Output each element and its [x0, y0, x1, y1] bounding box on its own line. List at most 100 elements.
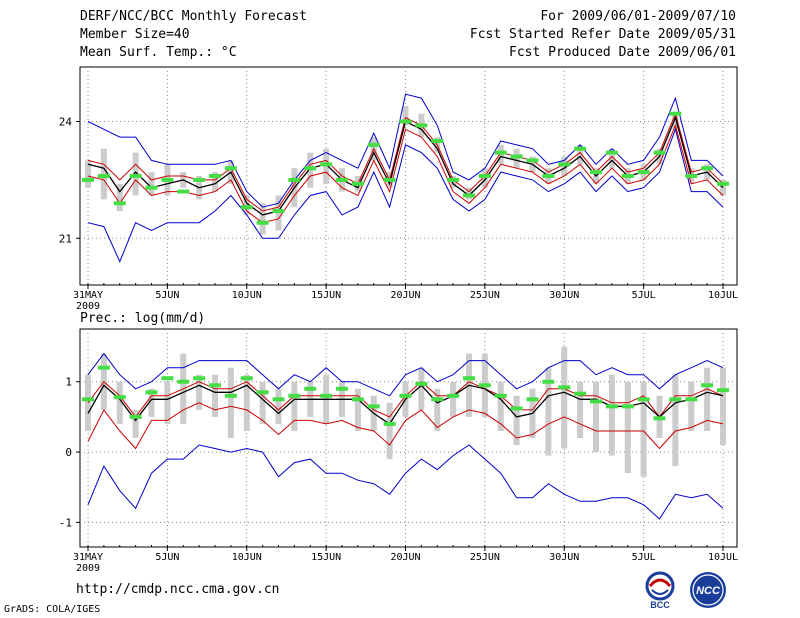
prec-spread-bar	[704, 367, 711, 431]
temp-obs-marker	[399, 119, 412, 124]
temp-obs-marker	[320, 162, 333, 167]
prec-obs-marker	[193, 376, 206, 381]
temp-xtick-label: 25JUN	[470, 290, 500, 301]
prec-obs-marker	[129, 414, 142, 419]
temp-obs-marker	[653, 150, 666, 155]
prec-spread-bar	[354, 388, 361, 431]
temp-spread-bar	[85, 160, 91, 188]
temp-ytick-label: 24	[59, 116, 73, 129]
prec-obs-marker	[558, 385, 571, 390]
prec-xtick-label: 5JUN	[155, 552, 179, 563]
temp-obs-marker	[542, 174, 555, 178]
temp-line-p10	[87, 123, 724, 224]
prec-obs-marker	[510, 406, 523, 411]
prec-xtick-label: 5JUL	[632, 552, 656, 563]
product-title: DERF/NCC/BCC Monthly Forecast	[80, 9, 307, 24]
temp-spread-bar	[148, 172, 155, 196]
prec-obs-marker	[256, 390, 269, 395]
temp-obs-marker	[478, 174, 491, 178]
prec-obs-marker	[399, 393, 412, 398]
temp-obs-marker	[685, 174, 698, 178]
prec-xtick-label: 10JUN	[232, 552, 262, 563]
website-link[interactable]: http://cmdp.ncc.cma.gov.cn	[76, 582, 280, 597]
temp-ytick-label: 21	[59, 232, 72, 245]
prec-panel-title: Prec.: log(mm/d)	[80, 311, 205, 326]
temp-obs-marker	[336, 177, 348, 182]
temp-line-min	[87, 127, 724, 263]
prec-obs-marker	[494, 393, 507, 398]
temp-obs-marker	[463, 193, 475, 198]
temp-obs-marker	[272, 209, 285, 214]
prec-obs-marker	[685, 397, 698, 402]
prec-obs-marker	[367, 404, 380, 409]
prec-spread-bar	[608, 374, 615, 456]
temp-xtick-label: 10JUN	[232, 290, 262, 301]
temp-obs-marker	[288, 177, 301, 182]
temp-obs-marker	[367, 142, 380, 147]
temp-xtick-label: 15JUN	[311, 290, 341, 301]
prec-line-min	[87, 444, 724, 520]
prec-xtick-label: 25JUN	[470, 552, 500, 563]
prec-obs-marker	[209, 383, 221, 388]
prec-obs-marker	[542, 379, 555, 384]
prec-spread-bar	[196, 374, 203, 410]
prec-spread-bar	[561, 346, 568, 449]
prec-obs-marker	[97, 365, 110, 370]
prec-spread-bar	[545, 367, 552, 456]
prec-spread-bar	[688, 381, 695, 431]
grads-credit: GrADS: COLA/IGES	[4, 604, 101, 615]
temp-obs-marker	[574, 146, 587, 151]
prec-spread-bar	[434, 388, 441, 431]
prec-obs-marker	[621, 404, 634, 409]
temp-obs-marker	[113, 201, 126, 206]
temp-obs-marker	[161, 177, 174, 182]
temp-obs-marker	[224, 166, 237, 171]
prec-spread-bar	[148, 388, 155, 417]
prec-spread-bar	[672, 374, 679, 467]
prec-spread-bar	[624, 381, 631, 474]
prec-line-max	[87, 352, 724, 397]
temp-xtick-label: 30JUN	[549, 290, 579, 301]
header-right: For 2009/06/01-2009/07/10 Fcst Started R…	[470, 8, 736, 62]
prec-xtick-year: 2009	[76, 563, 100, 574]
prec-xtick-label: 31MAY	[73, 552, 103, 563]
temp-obs-marker	[304, 166, 317, 171]
prec-obs-marker	[463, 376, 475, 381]
temp-obs-marker	[590, 170, 602, 175]
prec-xtick-label: 30JUN	[549, 552, 579, 563]
temp-obs-marker	[526, 158, 539, 163]
temp-obs-marker	[431, 138, 444, 143]
prec-obs-marker	[113, 395, 126, 400]
prec-obs-marker	[272, 397, 285, 402]
temp-obs-marker	[145, 185, 158, 190]
prec-spread-bar	[720, 367, 726, 446]
prec-obs-marker	[240, 376, 253, 381]
temp-xtick-label: 5JUN	[155, 290, 179, 301]
prec-obs-marker	[701, 383, 714, 388]
prec-xtick-label: 10JUL	[708, 552, 738, 563]
prec-obs-marker	[415, 381, 428, 386]
prec-spread-bar	[418, 367, 425, 410]
prec-obs-marker	[82, 397, 94, 402]
prec-obs-marker	[177, 379, 190, 384]
temp-obs-marker	[82, 177, 94, 182]
temp-obs-marker	[701, 166, 714, 171]
temp-xtick-label: 10JUL	[708, 290, 738, 301]
prec-obs-marker	[351, 397, 364, 402]
temp-xtick-label: 5JUL	[632, 290, 656, 301]
prec-obs-marker	[605, 404, 618, 409]
prec-obs-marker	[526, 397, 539, 402]
temp-obs-marker	[351, 181, 364, 186]
temp-obs-marker	[256, 220, 269, 225]
temp-spread-bar	[259, 203, 266, 235]
prec-obs-marker	[574, 391, 587, 396]
temp-spread-bar	[608, 148, 615, 169]
temp-obs-marker	[383, 177, 396, 182]
variable-name: Mean Surf. Temp.: °C	[80, 45, 237, 60]
ncc-logo-text: NCC	[696, 585, 721, 597]
prec-spread-bar	[132, 409, 139, 438]
temp-obs-marker	[510, 154, 523, 159]
